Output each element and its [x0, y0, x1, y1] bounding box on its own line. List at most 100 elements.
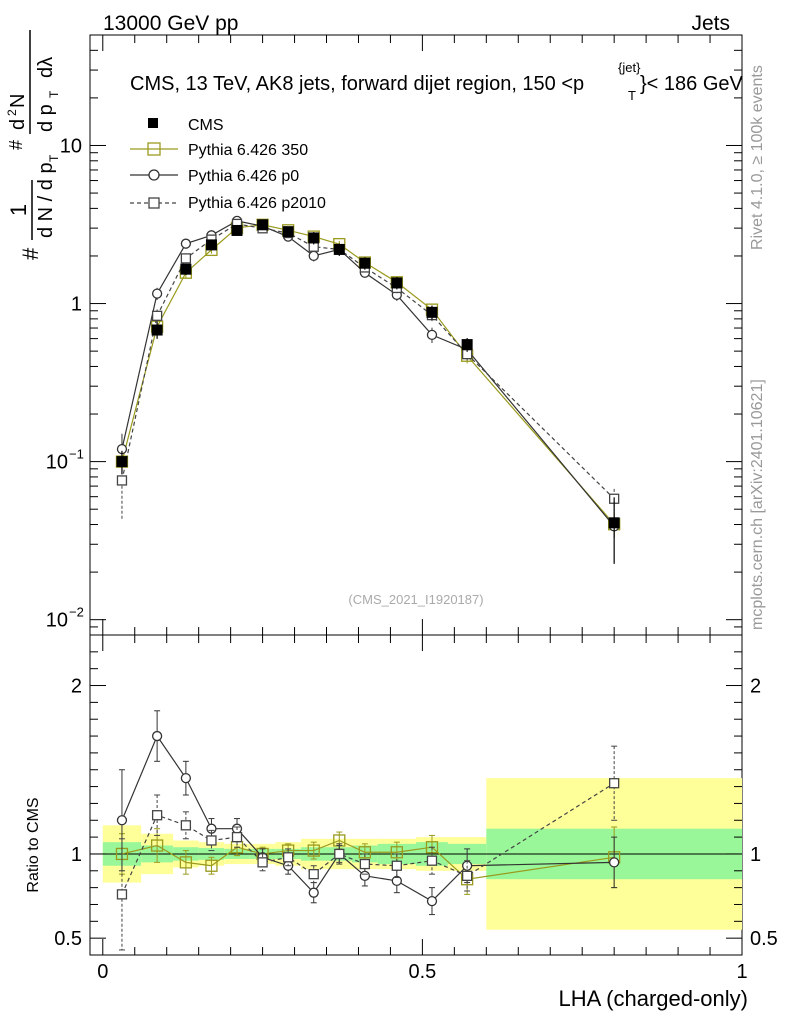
main-data-point [257, 219, 269, 231]
legend: CMS Pythia 6.426 350 Pythia 6.426 p0 Pyt… [130, 117, 326, 212]
ratio-point-2 [609, 778, 620, 789]
ratio-point-1 [180, 773, 192, 784]
category-label: Jets [691, 12, 730, 35]
ratio-point-1 [609, 857, 620, 868]
ylabel-t-sub: T [47, 154, 61, 162]
legend-marker-cms [148, 118, 158, 128]
main-y-tick-label: 1 [71, 294, 82, 316]
ratio-point-2 [391, 860, 402, 871]
ratio-y-axis-label: Ratio to CMS [25, 797, 42, 892]
plot-title: CMS, 13 TeV, AK8 jets, forward dijet reg… [130, 60, 744, 103]
ratio-point-2 [359, 858, 371, 870]
ylabel-t-sub2: T [47, 90, 61, 98]
main-data-point [391, 277, 403, 289]
main-data-point [426, 306, 438, 318]
ratio-point-2 [206, 835, 217, 846]
ratio-point-0 [307, 844, 320, 857]
ylabel-dp: d p [35, 104, 57, 132]
ylabel-d: d [7, 119, 29, 130]
main-y-tick-exp: −1 [69, 447, 84, 462]
title-main: CMS, 13 TeV, AK8 jets, forward dijet reg… [130, 73, 584, 95]
x-axis-label: LHA (charged-only) [558, 986, 748, 1011]
title-jet-sup: {jet} [618, 60, 641, 75]
main-point-2 [180, 253, 192, 264]
ratio-point-2 [308, 869, 319, 880]
main-line-2 [121, 223, 615, 500]
ratio-point-1 [116, 815, 128, 826]
analysis-id: (CMS_2021_I1920187) [348, 592, 483, 607]
legend-label-p0: Pythia 6.426 p0 [188, 168, 299, 185]
rivet-label: Rivet 4.1.0, ≥ 100k events [749, 65, 766, 250]
ratio-point-2 [151, 810, 163, 821]
ratio-series-layer [115, 710, 621, 951]
ylabel-n: N [7, 94, 29, 108]
main-y-tick-label: 10 [46, 610, 68, 632]
ratio-point-1 [308, 887, 319, 898]
ratio-y-tick-label-right: 2 [750, 676, 761, 698]
ratio-point-2 [116, 889, 128, 900]
main-data-point [205, 239, 217, 251]
main-data-point [282, 226, 294, 238]
main-point-1 [308, 250, 319, 262]
ratio-point-0 [205, 859, 218, 872]
ratio-point-0 [390, 846, 403, 859]
ratio-point-1 [426, 895, 438, 907]
ratio-point-1 [151, 730, 163, 742]
legend-label-350: Pythia 6.426 350 [188, 142, 308, 159]
main-series-layer [115, 215, 621, 564]
ratio-point-2 [426, 855, 438, 866]
x-tick-label: 0 [97, 961, 108, 983]
main-data-point [231, 224, 243, 236]
ratio-y-tick-label: 0.5 [54, 928, 82, 950]
legend-marker-p0 [148, 169, 160, 181]
main-data-point [461, 339, 473, 351]
legend-label-cms: CMS [188, 117, 224, 134]
main-data-point [116, 456, 128, 468]
ratio-point-2 [180, 820, 192, 831]
ratio-point-0 [179, 856, 193, 869]
ratio-point-2 [461, 870, 473, 881]
ratio-y-tick-label-right: 0.5 [750, 928, 778, 950]
main-y-tick-exp: −2 [69, 605, 84, 620]
main-data-point [359, 257, 371, 269]
ratio-y-tick-label: 1 [71, 844, 82, 866]
main-y-tick-label: 10 [46, 452, 68, 474]
x-tick-label: 1 [736, 961, 747, 983]
mcplots-label: mcplots.cern.ch [arXiv:2401.10621] [749, 379, 766, 630]
main-y-tick-label: 10 [60, 135, 82, 157]
ylabel-one: 1 [6, 204, 31, 216]
ylabel-dn-dpt: d N / d p [35, 162, 57, 238]
svg-text:CMS, 13 TeV, AK8 jets, forward: CMS, 13 TeV, AK8 jets, forward dijet reg… [130, 73, 584, 95]
ylabel-dlambda: dλ [35, 57, 57, 78]
ratio-uncertainty-bands [90, 778, 742, 930]
main-point-1 [180, 238, 192, 249]
ylabel-two: 2 [5, 109, 19, 116]
ratio-y-tick-label-right: 1 [750, 844, 761, 866]
energy-label: 13000 GeV pp [103, 12, 238, 35]
ratio-line-1 [121, 734, 615, 902]
title-t-sub: T [628, 88, 636, 103]
ratio-point-2 [334, 848, 345, 860]
ratio-point-0 [150, 839, 164, 852]
main-data-point [151, 324, 163, 336]
x-tick-label: 0.5 [408, 961, 436, 983]
ratio-y-tick-label: 2 [71, 676, 82, 698]
ylabel-hash-left: # [18, 247, 43, 260]
main-data-point [608, 517, 620, 529]
ylabel-hash-mid: # [6, 140, 26, 150]
main-data-point [308, 232, 320, 244]
ratio-point-2 [257, 857, 268, 868]
main-point-2 [151, 310, 163, 321]
main-point-1 [426, 329, 438, 341]
main-data-point [333, 243, 345, 255]
main-point-2 [116, 475, 128, 486]
main-data-point [180, 263, 192, 275]
main-y-axis-label: # 1 d N / d p T # d 2 N d p T dλ [5, 30, 61, 260]
ratio-point-1 [359, 870, 371, 881]
legend-marker-p2010 [148, 197, 160, 209]
ratio-point-2 [283, 852, 294, 863]
ratio-point-2 [231, 831, 243, 843]
legend-marker-350 [147, 142, 161, 156]
